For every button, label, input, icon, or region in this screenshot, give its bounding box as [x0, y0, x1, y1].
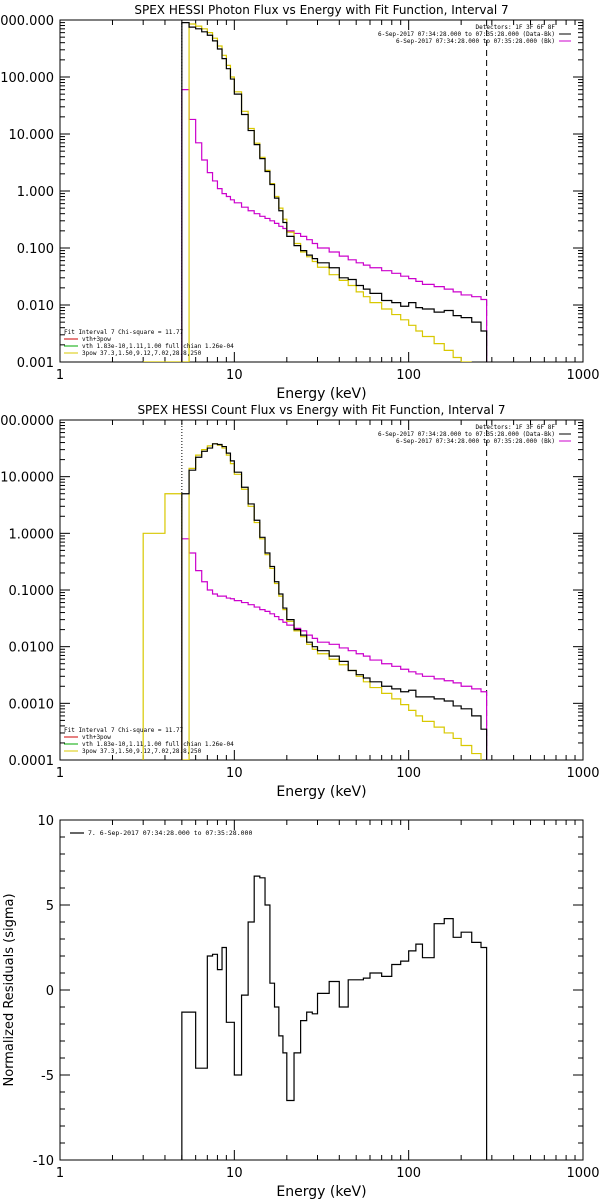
legend-left-entry: 3pow 37.3,1.50,9.12,7.02,28.8,250: [82, 748, 202, 755]
y-tick-label: 0.1000: [9, 584, 55, 599]
legend-right-entry: 6-Sep-2017 07:34:28.000 to 07:35:28.000 …: [396, 438, 555, 445]
x-tick-label: 10: [226, 368, 243, 383]
legend-left-entry: Fit Interval 7 Chi-square = 11.77: [64, 329, 184, 336]
y-tick-label: -10: [33, 1154, 54, 1169]
y-tick-label: 1.000: [17, 185, 54, 200]
chart-title: SPEX HESSI Photon Flux vs Energy with Fi…: [134, 3, 508, 17]
y-tick-label: 100.000: [0, 71, 54, 86]
y-tick-label: 0.001: [17, 356, 54, 371]
x-tick-label: 1000: [566, 1166, 599, 1181]
y-tick-label: -5: [41, 1069, 54, 1084]
panel-1: SPEX HESSI Photon Flux vs Energy with Fi…: [0, 3, 600, 402]
series-7: [181, 875, 488, 1160]
x-tick-label: 100: [396, 368, 421, 383]
legend-left-entry: vth 1.83e-10,1.11,1.00 full chian 1.26e-…: [82, 343, 234, 350]
series-vth-3pow: [143, 23, 472, 362]
plot-frame: [59, 419, 584, 761]
y-tick-label: 0.0001: [9, 754, 55, 769]
plot-frame: [59, 819, 584, 1161]
legend-left-entry: vth 1.83e-10,1.11,1.00 full chian 1.26e-…: [82, 741, 234, 748]
x-axis-label: Energy (keV): [276, 784, 366, 800]
legend-left-entry: 3pow 37.3,1.50,9.12,7.02,28.8,250: [82, 350, 202, 357]
x-tick-label: 1: [56, 766, 64, 781]
y-tick-label: 0.010: [17, 299, 54, 314]
y-axis-label: Normalized Residuals (sigma): [2, 893, 17, 1086]
legend-left-entry: Fit Interval 7 Chi-square = 11.77: [64, 727, 184, 734]
legend-right-entry: 6-Sep-2017 07:34:28.000 to 07:35:28.000 …: [378, 31, 555, 38]
y-tick-label: 100.0000: [0, 414, 54, 429]
legend-right-entry: Detectors: 1F 3F 6F 8F: [476, 24, 556, 31]
series-data: [181, 22, 488, 362]
plot-frame: [59, 19, 584, 363]
y-tick-label: 0.0010: [9, 697, 55, 712]
y-tick-label: 0: [46, 984, 54, 999]
y-tick-label: 0.0100: [9, 641, 55, 656]
x-tick-label: 1000: [566, 368, 599, 383]
x-tick-label: 100: [396, 766, 421, 781]
y-tick-label: 10: [37, 814, 54, 829]
legend-right-entry: 6-Sep-2017 07:34:28.000 to 07:35:28.000 …: [378, 431, 555, 438]
x-axis-label: Energy (keV): [276, 1184, 366, 1200]
series-data: [181, 443, 488, 760]
y-tick-label: 1.0000: [9, 527, 55, 542]
y-tick-label: 5: [46, 899, 54, 914]
legend-left-entry: 7. 6-Sep-2017 07:34:28.000 to 07:35:28.0…: [88, 829, 252, 837]
panel-2: SPEX HESSI Count Flux vs Energy with Fit…: [0, 403, 600, 800]
y-tick-label: 10.0000: [0, 471, 54, 486]
y-tick-label: 10.000: [9, 128, 55, 143]
y-tick-label: 1000.000: [0, 14, 54, 29]
x-tick-label: 1000: [566, 766, 599, 781]
panel-3: 1 10 100 1000 -10 -5 0 5 10 Energy (keV) Normalize…: [2, 814, 600, 1200]
x-tick-label: 10: [226, 1166, 243, 1181]
legend-right-entry: 6-Sep-2017 07:34:28.000 to 07:35:28.000 …: [396, 38, 555, 45]
series-background: [181, 89, 488, 362]
legend-right-entry: Detectors: 1F 3F 6F 8F: [476, 424, 556, 431]
legend-left-entry: vth+3pow: [82, 734, 111, 741]
legend-left-entry: vth+3pow: [82, 336, 111, 343]
x-tick-label: 10: [226, 766, 243, 781]
series-vth-3pow: [142, 443, 482, 760]
x-tick-label: 1: [56, 368, 64, 383]
x-axis-label: Energy (keV): [276, 386, 366, 402]
chart-title: SPEX HESSI Count Flux vs Energy with Fit…: [137, 403, 505, 417]
x-tick-label: 100: [396, 1166, 421, 1181]
y-tick-label: 0.100: [17, 242, 54, 257]
x-tick-label: 1: [56, 1166, 64, 1181]
